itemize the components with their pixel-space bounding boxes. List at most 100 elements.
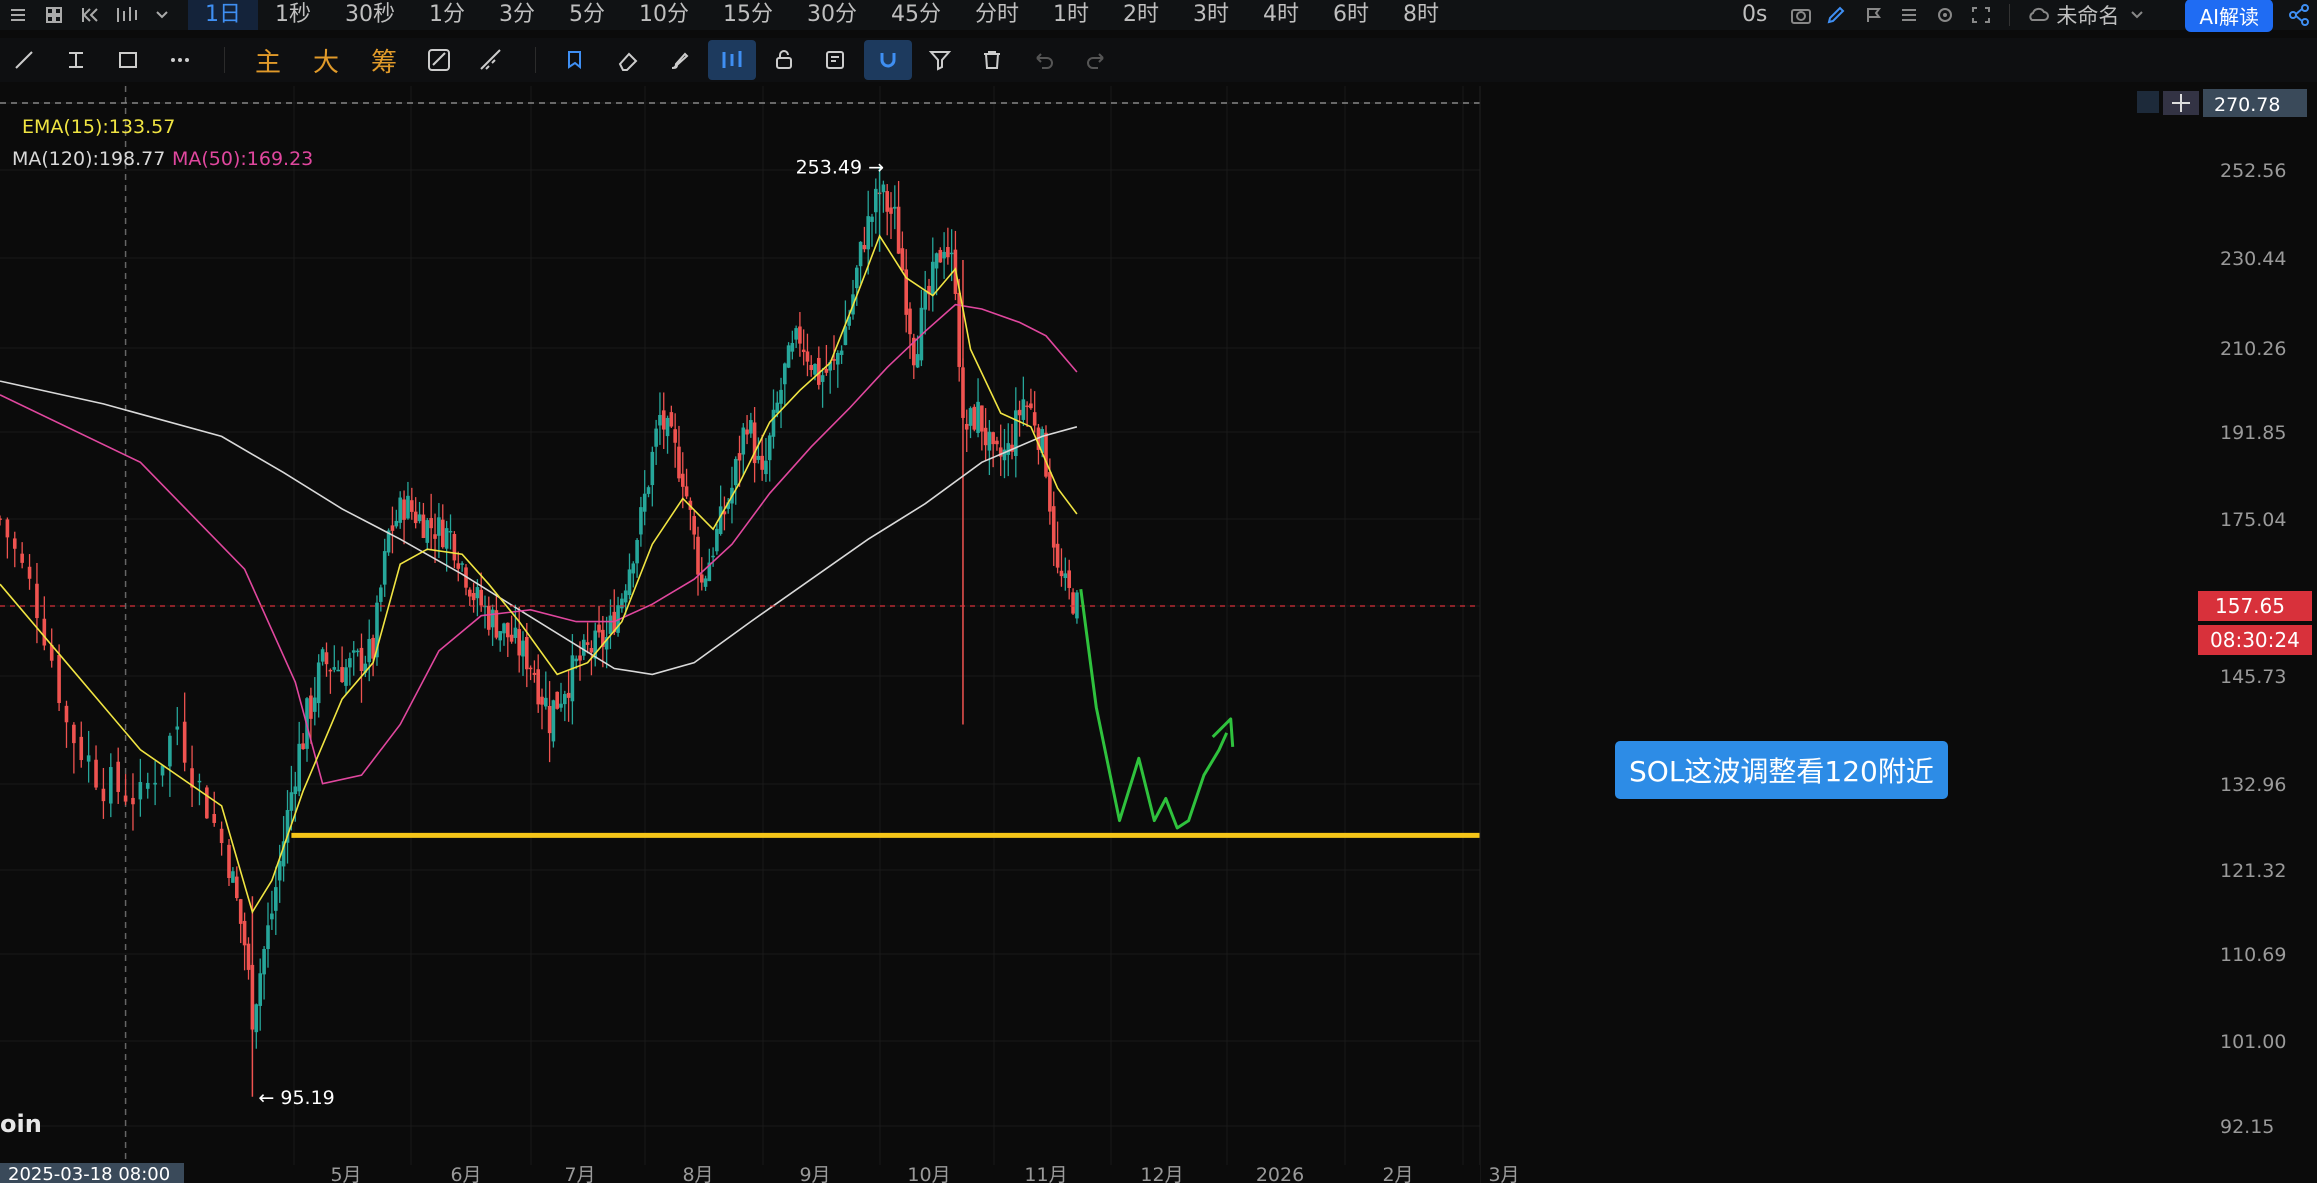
trash-icon[interactable] bbox=[968, 40, 1016, 80]
eraser-icon[interactable] bbox=[604, 40, 652, 80]
fullscreen-icon[interactable] bbox=[1967, 2, 1995, 28]
candle-body bbox=[521, 640, 525, 657]
interval-button[interactable]: 6时 bbox=[1333, 2, 1370, 27]
text-tool-icon[interactable] bbox=[52, 40, 100, 80]
candle-body bbox=[513, 627, 518, 638]
candle-body bbox=[707, 562, 712, 582]
candle-body bbox=[109, 767, 113, 804]
gear-icon[interactable] bbox=[1931, 2, 1959, 28]
interval-button[interactable]: 3分 bbox=[499, 2, 535, 27]
candle-body bbox=[479, 589, 483, 606]
interval-button[interactable]: 8时 bbox=[1403, 2, 1440, 27]
candle-body bbox=[433, 534, 437, 539]
candle-body bbox=[995, 440, 999, 445]
interval-button[interactable]: 10分 bbox=[639, 2, 689, 27]
ma50-line bbox=[0, 303, 1078, 785]
ai-interpret-button[interactable]: AI解读 bbox=[2185, 0, 2273, 32]
candle-body bbox=[145, 782, 150, 789]
time-tick-label: 7月 bbox=[564, 1164, 595, 1183]
interval-button[interactable]: 5分 bbox=[569, 2, 605, 27]
candle-body bbox=[665, 417, 670, 437]
candle-body bbox=[752, 422, 757, 464]
projection-path bbox=[1079, 589, 1229, 830]
alert-icon[interactable] bbox=[1859, 2, 1887, 28]
list-icon[interactable] bbox=[1895, 2, 1923, 28]
interval-button[interactable]: 30秒 bbox=[345, 2, 395, 27]
candle-body bbox=[862, 245, 867, 250]
last-price-label: 157.65 bbox=[2215, 594, 2285, 618]
interval-button[interactable]: 分时 bbox=[975, 2, 1020, 27]
interval-button[interactable]: 30分 bbox=[807, 2, 857, 27]
camera-icon[interactable] bbox=[1787, 2, 1815, 28]
candle-body bbox=[696, 536, 700, 575]
lock-icon[interactable] bbox=[760, 40, 808, 80]
filter-icon[interactable] bbox=[916, 40, 964, 80]
main-indicator-button[interactable]: 主 bbox=[254, 47, 281, 78]
bookmark-icon[interactable] bbox=[552, 40, 600, 80]
interval-button[interactable]: 1秒 bbox=[275, 2, 311, 27]
edit-list-icon[interactable] bbox=[812, 40, 860, 80]
candle-body bbox=[623, 590, 628, 603]
layout-icon[interactable] bbox=[40, 2, 68, 28]
redo-icon[interactable] bbox=[1072, 40, 1120, 80]
candle-body bbox=[448, 530, 453, 533]
price-chart[interactable]: 253.49 → ← 95.19 270.78 252.56 230.44 210.26 1… bbox=[0, 86, 2317, 1183]
large-view-button[interactable]: 大 bbox=[312, 47, 339, 78]
interval-button[interactable]: 3时 bbox=[1193, 2, 1230, 27]
candle-body bbox=[281, 841, 286, 867]
rewind-icon[interactable] bbox=[76, 2, 104, 28]
interval-list: 1日 1秒 30秒 1分 3分 5分 10分 15分 30分 45分 分时 1时 2时 3时 4时 6时 8时 bbox=[188, 0, 1456, 30]
interval-button[interactable]: 45分 bbox=[891, 2, 941, 27]
candle-body bbox=[885, 191, 889, 212]
candle-body bbox=[398, 497, 402, 523]
brush-icon[interactable] bbox=[656, 40, 704, 80]
interval-button[interactable]: 4时 bbox=[1263, 2, 1300, 27]
candle-body bbox=[968, 408, 973, 426]
candle-body bbox=[779, 389, 783, 404]
candle-body bbox=[487, 605, 491, 630]
trend-line-icon[interactable] bbox=[0, 40, 48, 80]
candle-body bbox=[35, 583, 39, 619]
candle-body bbox=[726, 502, 730, 509]
chevron-down-icon[interactable] bbox=[2123, 2, 2151, 28]
undo-icon[interactable] bbox=[1020, 40, 1068, 80]
layout-name[interactable]: 未命名 bbox=[2056, 4, 2120, 28]
interval-button[interactable]: 15分 bbox=[723, 2, 773, 27]
menu-icon[interactable] bbox=[4, 2, 32, 28]
measure-icon[interactable] bbox=[467, 40, 515, 80]
cloud-icon[interactable] bbox=[2024, 2, 2052, 28]
indicator-edit-icon[interactable] bbox=[415, 40, 463, 80]
candle-body bbox=[138, 782, 143, 800]
top-price-label: 270.78 bbox=[2214, 94, 2280, 116]
share-icon[interactable] bbox=[2285, 2, 2313, 28]
candle-body bbox=[452, 534, 457, 561]
interval-button[interactable]: 1日 bbox=[188, 0, 258, 30]
chevron-down-icon[interactable] bbox=[148, 2, 176, 28]
rectangle-icon[interactable] bbox=[104, 40, 152, 80]
candle-body bbox=[756, 455, 761, 460]
price-tick-label: 92.15 bbox=[2220, 1116, 2274, 1138]
time-axis-bg bbox=[0, 1165, 1480, 1183]
candle-body bbox=[805, 351, 810, 362]
interval-button[interactable]: 1分 bbox=[429, 2, 465, 27]
countdown-tag bbox=[2198, 625, 2312, 655]
candle-body bbox=[832, 359, 836, 361]
time-tick-label: 8月 bbox=[682, 1164, 713, 1183]
candle-body bbox=[42, 618, 47, 646]
interval-button[interactable]: 2时 bbox=[1123, 2, 1160, 27]
magnet-icon[interactable] bbox=[864, 40, 912, 80]
candles-view-icon[interactable] bbox=[708, 40, 756, 80]
top-price-box bbox=[2203, 89, 2307, 117]
candle-body bbox=[771, 409, 776, 437]
interval-button[interactable]: 1时 bbox=[1053, 2, 1090, 27]
analysis-note[interactable]: SOL这波调整看120附近 bbox=[1615, 741, 1948, 799]
candle-body bbox=[987, 431, 992, 451]
chips-button[interactable]: 筹 bbox=[370, 47, 397, 78]
crosshair-marker bbox=[2137, 91, 2159, 113]
candle-type-icon[interactable] bbox=[112, 2, 140, 28]
candle-body bbox=[658, 414, 662, 426]
more-icon[interactable] bbox=[156, 40, 204, 80]
price-tick-label: 132.96 bbox=[2220, 774, 2286, 796]
chart-canvas[interactable]: 253.49 → ← 95.19 270.78 252.56 230.44 210.26 1… bbox=[0, 86, 2317, 1183]
pen-icon[interactable] bbox=[1823, 2, 1851, 28]
